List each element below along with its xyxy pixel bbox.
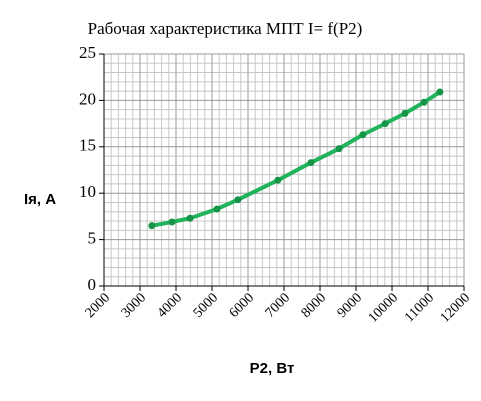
y-tick-label: 0 (88, 275, 97, 294)
data-point (307, 159, 315, 167)
y-tick-label: 15 (79, 136, 96, 155)
data-point (148, 222, 156, 230)
x-tick-label: 9000 (335, 290, 365, 320)
x-tick-label: 2000 (83, 290, 113, 320)
x-tick-label: 5000 (191, 290, 221, 320)
data-point (213, 205, 221, 213)
x-tick-label: 3000 (119, 290, 149, 320)
x-tick-label: 10000 (366, 290, 401, 325)
x-tick-label: 11000 (402, 290, 437, 325)
y-tick-label: 5 (88, 229, 97, 248)
y-tick-label: 20 (79, 89, 96, 108)
x-tick-label: 4000 (155, 290, 185, 320)
data-point (335, 145, 343, 153)
y-axis-label: Iя, А (24, 191, 56, 208)
data-point (234, 196, 242, 204)
x-axis-label: P2, Вт (250, 360, 295, 377)
x-tick-label: 7000 (263, 290, 293, 320)
chart-title: Рабочая характеристика МПТ I= f(P2) (88, 19, 363, 38)
data-point (186, 214, 194, 222)
x-tick-label: 8000 (299, 290, 329, 320)
data-point (436, 88, 444, 96)
x-tick-label: 6000 (227, 290, 257, 320)
data-point (274, 176, 282, 184)
data-point (381, 120, 389, 128)
y-tick-label: 10 (79, 182, 96, 201)
data-point (401, 109, 409, 117)
data-point (168, 218, 176, 226)
x-tick-label: 12000 (438, 290, 473, 325)
data-point (420, 98, 428, 106)
y-tick-label: 25 (79, 43, 96, 62)
data-point (359, 131, 367, 139)
series-line (151, 90, 441, 228)
